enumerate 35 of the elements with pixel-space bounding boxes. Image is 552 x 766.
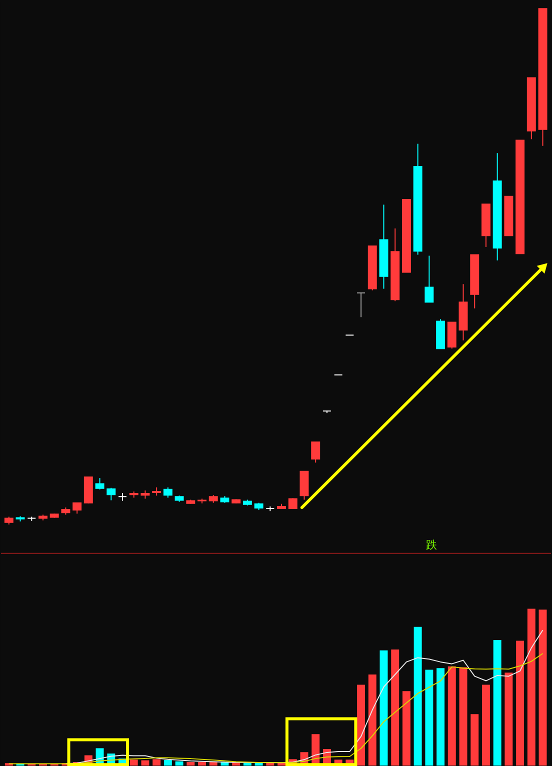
candlestick: [95, 478, 104, 490]
candlestick: [356, 292, 366, 318]
bar: [402, 691, 410, 766]
bar: [425, 670, 434, 766]
bar: [198, 762, 206, 766]
bar: [470, 714, 479, 766]
candlestick: [424, 255, 434, 303]
bar: [516, 640, 524, 766]
candlestick: [118, 492, 127, 502]
candlestick: [106, 487, 116, 501]
bar: [391, 650, 400, 766]
bar: [504, 672, 513, 766]
candlestick: [311, 441, 320, 464]
text: 跌: [426, 538, 437, 552]
bar: [175, 761, 184, 766]
bar: [220, 762, 229, 766]
bar: [414, 626, 422, 766]
bar: [538, 610, 547, 766]
candlestick: [163, 486, 172, 498]
bar: [380, 650, 388, 766]
bar: [448, 666, 456, 766]
candlestick: [72, 502, 82, 514]
bar: [164, 760, 172, 766]
bar: [130, 760, 138, 766]
bar: [152, 759, 161, 766]
bar: [186, 762, 195, 766]
bar: [482, 684, 490, 766]
bar: [368, 674, 376, 766]
bar: [209, 762, 218, 766]
bar: [459, 667, 468, 766]
bar: [141, 760, 150, 766]
bar: [493, 640, 502, 766]
bar: [357, 684, 366, 766]
bar: [436, 668, 445, 766]
bar: [527, 608, 536, 766]
